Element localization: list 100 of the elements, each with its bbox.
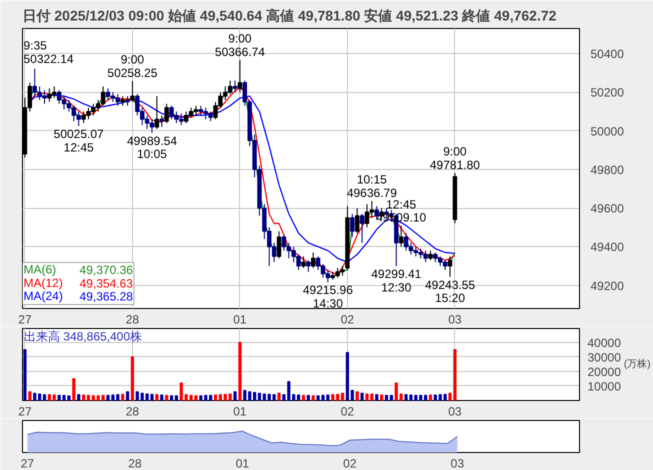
annotation: 49,365.28 bbox=[80, 290, 134, 304]
bar bbox=[126, 391, 130, 400]
annotation: 49299.41 12:30 bbox=[371, 267, 422, 294]
x-tick-label: 27 bbox=[20, 456, 34, 470]
x-tick-label: 02 bbox=[343, 456, 357, 470]
bar bbox=[121, 394, 124, 400]
bar bbox=[316, 395, 320, 400]
bar bbox=[62, 394, 66, 400]
text: MA(24) bbox=[23, 289, 63, 303]
y-tick-label: 49800 bbox=[590, 162, 624, 177]
annotation: 50025.07 12:45 bbox=[54, 127, 104, 154]
x-tick-label: 28 bbox=[126, 312, 140, 326]
bar bbox=[58, 394, 61, 400]
annotation: 49,370.36 bbox=[80, 263, 134, 278]
bar bbox=[155, 394, 158, 400]
bar bbox=[82, 394, 86, 400]
y-tick-label: 10000 bbox=[588, 379, 622, 394]
annotation: 9:00 50258.25 bbox=[107, 52, 158, 80]
bar bbox=[321, 394, 325, 400]
candlestick bbox=[398, 225, 404, 248]
x-tick-label: 02 bbox=[340, 404, 354, 418]
y-tick-label: 49400 bbox=[590, 240, 624, 254]
y-tick-label: 50000 bbox=[590, 124, 624, 138]
bar bbox=[42, 394, 46, 400]
candlestick bbox=[354, 208, 360, 234]
bar bbox=[160, 394, 164, 400]
x-tick-label: 01 bbox=[233, 404, 247, 418]
x-tick-label: 01 bbox=[233, 312, 247, 326]
bar bbox=[384, 394, 388, 400]
candlestick bbox=[276, 230, 282, 259]
chart-title: 出来高 348,865,400株 bbox=[24, 330, 142, 344]
bar bbox=[390, 394, 393, 400]
annotation: 49989.54 10:05 bbox=[126, 134, 178, 162]
annotation: 10:15 49636.79 bbox=[346, 172, 398, 200]
bar bbox=[165, 394, 168, 400]
y-tick-label: 40000 bbox=[588, 336, 622, 350]
x-tick-label: 28 bbox=[126, 404, 140, 418]
x-tick-label: 27 bbox=[18, 404, 32, 418]
bar bbox=[306, 394, 310, 400]
candlestick bbox=[160, 114, 164, 128]
annotation: 49215.96 14:30 bbox=[302, 283, 354, 311]
bar bbox=[312, 395, 315, 400]
bar bbox=[375, 394, 378, 400]
bar bbox=[77, 394, 80, 400]
annotation: 9:00 49781.80 bbox=[430, 144, 480, 172]
bar bbox=[233, 391, 237, 400]
bar bbox=[360, 392, 364, 400]
candlestick bbox=[306, 260, 311, 272]
x-tick-label: 03 bbox=[450, 456, 464, 470]
bar bbox=[150, 394, 154, 400]
bar bbox=[170, 395, 174, 400]
bar bbox=[453, 349, 457, 400]
y-tick-label: 20000 bbox=[588, 364, 622, 379]
candlestick bbox=[164, 103, 169, 124]
candlestick bbox=[360, 213, 364, 244]
x-tick-label: 01 bbox=[236, 456, 250, 470]
x-tick-label: 03 bbox=[448, 312, 462, 326]
y-tick-label: 49200 bbox=[590, 278, 624, 293]
y-tick-label: 50400 bbox=[590, 47, 624, 62]
candlestick bbox=[232, 80, 238, 93]
bar bbox=[448, 392, 452, 400]
bar bbox=[326, 394, 330, 400]
bar bbox=[28, 391, 32, 400]
annotation: 49,354.63 bbox=[80, 276, 134, 290]
bar bbox=[214, 394, 218, 400]
x-tick-label: 27 bbox=[18, 312, 32, 326]
bar bbox=[380, 394, 384, 400]
bar bbox=[106, 394, 110, 400]
y-tick-label: 30000 bbox=[588, 350, 622, 364]
annotation: 49243.55 15:20 bbox=[424, 278, 476, 306]
bar bbox=[340, 392, 344, 400]
candlestick bbox=[154, 96, 160, 130]
candlestick bbox=[301, 256, 306, 268]
text: MA(6) bbox=[23, 262, 56, 277]
x-tick-label: 03 bbox=[448, 404, 462, 418]
candlestick bbox=[238, 60, 242, 93]
bar bbox=[130, 356, 134, 400]
candlestick bbox=[448, 256, 452, 278]
candlestick bbox=[120, 96, 125, 106]
bar bbox=[72, 378, 76, 400]
bar bbox=[404, 394, 408, 400]
bar bbox=[356, 391, 359, 400]
y-axis-title: (万株) bbox=[624, 358, 651, 370]
candlestick bbox=[311, 252, 316, 268]
bar bbox=[277, 392, 281, 400]
y-tick-label: 49600 bbox=[590, 202, 624, 216]
x-tick-label: 28 bbox=[128, 456, 142, 470]
bar bbox=[428, 394, 432, 400]
bar bbox=[23, 349, 27, 400]
candlestick bbox=[428, 250, 433, 261]
annotation: 9:35 50322.14 bbox=[24, 38, 74, 66]
bar bbox=[258, 392, 262, 400]
x-tick-label: 02 bbox=[340, 312, 354, 326]
bar bbox=[67, 395, 71, 400]
bar bbox=[238, 342, 242, 400]
bar bbox=[194, 395, 198, 400]
annotation: 9:00 50366.74 bbox=[214, 32, 266, 60]
candlestick bbox=[125, 96, 130, 106]
chart-title: 日付 2025/12/03 09:00 始値 49,540.64 高値 49,781.80 安値 49,521.23 終値 49,762.72 bbox=[22, 8, 557, 24]
candlestick bbox=[130, 80, 135, 102]
